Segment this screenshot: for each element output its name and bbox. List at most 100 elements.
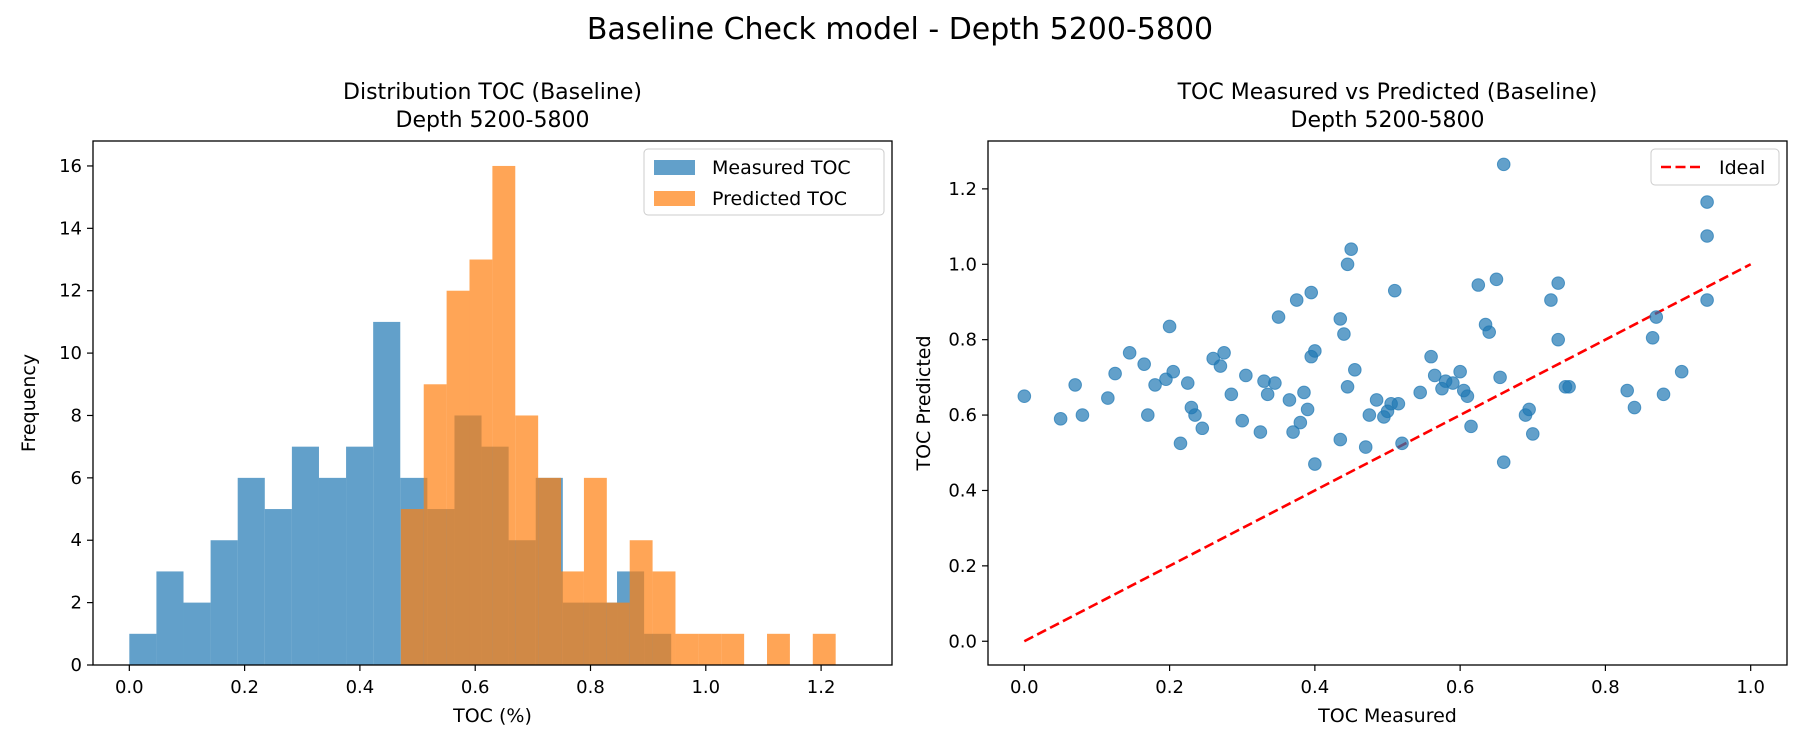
histogram-bar-measured xyxy=(237,477,265,665)
scatter-point xyxy=(1122,346,1137,360)
scatter-point xyxy=(1195,421,1210,436)
scatter-point xyxy=(1333,312,1348,326)
scatter-point xyxy=(1180,376,1195,390)
y-tick-label: 0.6 xyxy=(948,405,977,426)
legend-swatch xyxy=(654,160,695,175)
scatter-point xyxy=(1271,310,1286,324)
histogram-bar-measured xyxy=(183,602,211,665)
histogram-bar-predicted xyxy=(675,633,699,665)
scatter-point xyxy=(1674,364,1689,379)
scatter-point xyxy=(1493,370,1507,385)
scatter-point xyxy=(1656,387,1671,402)
scatter-point xyxy=(1700,229,1714,243)
legend-box xyxy=(1650,148,1780,186)
scatter-point xyxy=(1358,440,1373,454)
y-tick-label: 1.2 xyxy=(948,179,977,200)
histogram-bar-predicted xyxy=(721,633,745,665)
histogram-bar-predicted xyxy=(446,290,470,665)
x-tick-label: 1.0 xyxy=(1736,677,1765,698)
scatter-point xyxy=(1141,408,1155,422)
x-tick-label: 0.8 xyxy=(1591,677,1620,698)
scatter-point xyxy=(1293,415,1308,430)
histogram-bar-predicted xyxy=(583,477,607,665)
scatter-point xyxy=(1391,396,1406,411)
scatter-point xyxy=(1260,387,1275,402)
scatter-point xyxy=(1148,378,1162,392)
scatter-point xyxy=(1108,366,1122,381)
scatter-point xyxy=(1362,408,1377,422)
legend-label: Predicted TOC xyxy=(712,188,847,210)
y-tick-label: 0.2 xyxy=(948,556,977,577)
x-tick-label: 0.4 xyxy=(1301,677,1330,698)
scatter-point xyxy=(1337,327,1351,341)
histogram-bar-predicted xyxy=(423,384,447,665)
histogram-bar-predicted xyxy=(652,571,676,665)
y-tick-label: 1.0 xyxy=(948,254,977,275)
scatter-point xyxy=(1424,349,1438,364)
y-tick-label: 8 xyxy=(71,405,82,426)
histogram-bar-predicted xyxy=(561,571,584,665)
y-tick-label: 12 xyxy=(59,281,82,302)
scatter-point xyxy=(1300,402,1315,417)
legend-swatch xyxy=(654,191,695,206)
scatter-point xyxy=(1413,385,1427,400)
scatter-point xyxy=(1188,408,1202,422)
scatter-point xyxy=(1562,379,1576,394)
y-tick-label: 0 xyxy=(71,655,82,676)
scatter-point xyxy=(1700,293,1714,307)
y-tick-label: 0.8 xyxy=(948,330,977,351)
scatter-point xyxy=(1627,400,1642,415)
y-tick-label: 2 xyxy=(71,593,82,614)
histogram-bar-measured xyxy=(156,571,184,665)
y-axis-label: Frequency xyxy=(18,354,40,452)
scatter-point xyxy=(1551,276,1565,290)
scatter-point xyxy=(1387,283,1402,298)
y-tick-label: 4 xyxy=(71,530,82,551)
histogram-bar-predicted xyxy=(400,509,424,665)
scatter-point xyxy=(1649,310,1664,324)
scatter-point xyxy=(1522,402,1536,417)
chart-title: TOC Measured vs Predicted (Baseline) xyxy=(1177,80,1598,105)
x-tick-label: 0.6 xyxy=(1446,677,1475,698)
scatter-point xyxy=(1289,293,1304,307)
plot-frame xyxy=(987,140,1788,666)
x-axis-label: TOC (%) xyxy=(452,705,532,727)
histogram-bar-predicted xyxy=(629,540,653,665)
scatter-point xyxy=(1344,242,1358,256)
y-axis-label: TOC Predicted xyxy=(913,335,935,471)
scatter-point xyxy=(1333,432,1348,447)
scatter-panel: TOC Measured vs Predicted (Baseline) Dept… xyxy=(913,80,1788,727)
histogram-panel: Distribution TOC (Baseline) Depth 5200-58… xyxy=(18,80,893,727)
legend-label: Ideal xyxy=(1719,157,1765,179)
histogram-bar-predicted xyxy=(606,602,630,665)
scatter-point xyxy=(1453,364,1467,379)
scatter-point xyxy=(1340,257,1355,272)
scatter-point xyxy=(1308,344,1322,358)
histogram-bar-predicted xyxy=(698,633,722,665)
scatter-point xyxy=(1137,357,1151,371)
scatter-point xyxy=(1348,363,1362,377)
scatter-point xyxy=(1395,436,1409,451)
x-tick-label: 0.2 xyxy=(1155,677,1184,698)
scatter-point xyxy=(1253,425,1268,439)
histogram-bar-predicted xyxy=(492,165,516,665)
scatter-point xyxy=(1308,457,1322,471)
scatter-point xyxy=(1427,368,1442,383)
chart-subtitle: Depth 5200-5800 xyxy=(1291,108,1485,133)
scatter-point xyxy=(1544,293,1558,307)
scatter-point xyxy=(1286,425,1300,439)
scatter-point xyxy=(1297,385,1311,400)
x-tick-label: 1.0 xyxy=(691,677,720,698)
histogram-bar-measured xyxy=(264,509,292,665)
scatter-point xyxy=(1053,412,1068,426)
scatter-point xyxy=(1268,376,1282,390)
scatter-point xyxy=(1340,379,1355,394)
plot-frame xyxy=(92,140,893,666)
legend-label: Measured TOC xyxy=(712,157,851,179)
figure-title: Baseline Check model - Depth 5200-5800 xyxy=(587,12,1213,47)
scatter-point xyxy=(1496,455,1511,469)
scatter-point xyxy=(1496,157,1511,172)
x-tick-label: 1.2 xyxy=(807,677,836,698)
scatter-point xyxy=(1700,195,1714,209)
